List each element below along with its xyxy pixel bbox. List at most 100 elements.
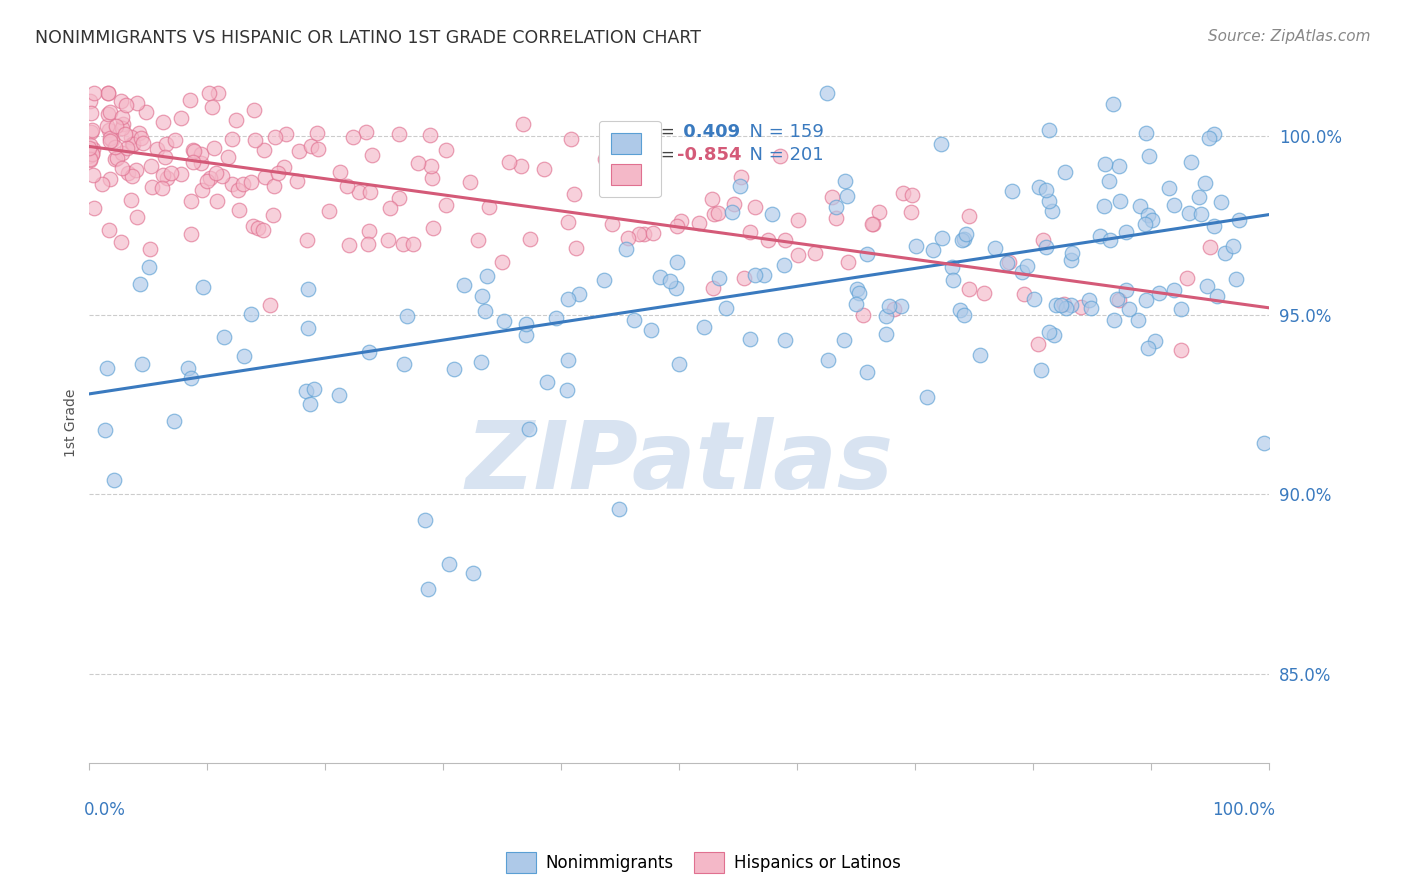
Point (517, 422, 540, 436)
Point (969, 348, 991, 362)
Point (80, 125, 103, 139)
Point (297, 282, 319, 296)
Point (868, 205, 890, 219)
Point (1060, 298, 1083, 312)
Point (98, 134, 121, 148)
Point (720, 205, 742, 219)
Point (1042, 328, 1064, 343)
Point (509, 159, 531, 173)
Point (170, 167, 193, 181)
Point (931, 231, 953, 245)
Point (295, 384, 318, 398)
Point (121, 137, 143, 152)
Point (565, 241, 588, 255)
Point (617, 231, 640, 245)
Point (1011, 265, 1033, 279)
Point (723, 196, 745, 211)
Point (1078, 293, 1101, 308)
Point (665, 254, 688, 268)
Point (101, 133, 124, 147)
Point (821, 190, 844, 204)
Point (195, 174, 218, 188)
Point (128, 126, 150, 140)
Point (392, 357, 415, 371)
Point (1062, 245, 1084, 260)
Point (995, 256, 1018, 270)
Point (125, 163, 148, 178)
Point (568, 286, 591, 301)
Point (1038, 123, 1060, 137)
Point (120, 129, 142, 144)
Point (97, 107, 120, 121)
Point (1098, 173, 1121, 187)
Point (636, 174, 658, 188)
Point (416, 582, 439, 596)
Point (211, 169, 233, 183)
Point (104, 140, 127, 154)
Point (1205, 289, 1227, 303)
Text: NONIMMIGRANTS VS HISPANIC OR LATINO 1ST GRADE CORRELATION CHART: NONIMMIGRANTS VS HISPANIC OR LATINO 1ST … (35, 29, 702, 46)
Point (419, 159, 441, 173)
Point (132, 136, 155, 150)
Point (163, 414, 186, 428)
Point (328, 387, 350, 401)
Point (1035, 184, 1057, 198)
Point (973, 285, 995, 300)
Point (949, 302, 972, 317)
Point (941, 260, 963, 275)
Point (752, 268, 775, 283)
Point (1137, 208, 1160, 222)
Point (474, 303, 496, 318)
Point (1137, 148, 1160, 162)
Point (773, 233, 796, 247)
Legend: Nonimmigrants, Hispanics or Latinos: Nonimmigrants, Hispanics or Latinos (499, 846, 907, 880)
Point (1026, 337, 1049, 351)
Point (536, 375, 558, 389)
Point (998, 254, 1021, 268)
Point (82, 168, 104, 182)
Point (79, 94, 101, 108)
Point (406, 156, 429, 170)
Point (1163, 197, 1185, 211)
Point (1053, 297, 1076, 311)
Point (307, 142, 329, 156)
Point (97, 86, 120, 100)
Point (519, 232, 541, 246)
Point (875, 326, 897, 341)
Point (1108, 159, 1130, 173)
Point (1102, 97, 1125, 112)
Point (155, 150, 177, 164)
Point (329, 165, 352, 179)
Point (467, 233, 489, 247)
Point (198, 86, 221, 100)
Point (692, 320, 714, 334)
Point (1135, 293, 1157, 307)
Point (221, 132, 243, 146)
Point (104, 119, 127, 133)
Point (744, 200, 766, 214)
Point (470, 355, 492, 369)
Point (262, 208, 284, 222)
Point (1012, 287, 1035, 301)
Point (138, 260, 160, 274)
Point (191, 183, 214, 197)
Point (388, 191, 411, 205)
Point (600, 161, 623, 175)
Point (443, 362, 465, 376)
Point (79, 153, 101, 167)
Point (357, 224, 380, 238)
Point (845, 297, 868, 311)
Point (702, 281, 724, 295)
Point (1170, 301, 1192, 316)
Point (1126, 313, 1149, 327)
Point (297, 233, 319, 247)
Point (202, 141, 225, 155)
Point (733, 271, 755, 285)
Point (207, 86, 229, 100)
Point (1178, 206, 1201, 220)
Point (131, 358, 153, 372)
Point (263, 178, 285, 193)
Point (633, 227, 655, 242)
Point (921, 243, 943, 257)
Point (156, 171, 179, 186)
